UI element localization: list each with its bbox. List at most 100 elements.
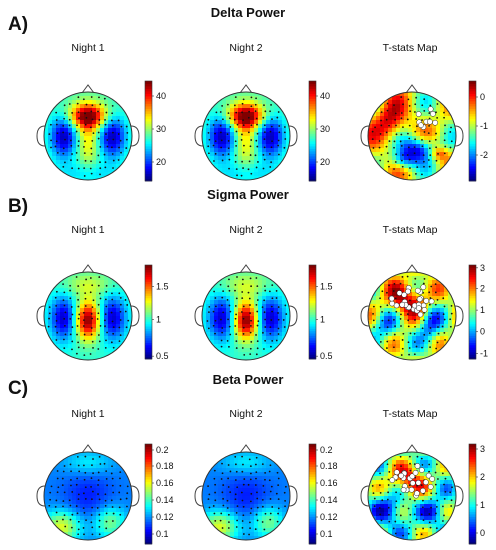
colorbar-tick-label: 0 — [480, 327, 485, 337]
significant-electrode-marker — [389, 477, 396, 483]
electrode-dot — [379, 333, 382, 336]
colorbar-gradient — [309, 81, 316, 182]
electrode-dot — [402, 103, 404, 106]
electrode-dot — [386, 304, 389, 307]
colorbar-tick-label: 0.1 — [156, 529, 169, 539]
colorbar-tick-label: 0.12 — [156, 512, 174, 522]
electrode-dot — [235, 511, 238, 514]
electrode-dot — [82, 284, 85, 286]
head-outline — [43, 271, 133, 361]
electrode-dot — [277, 327, 280, 330]
electrode-dot — [381, 319, 384, 322]
colorbar-frame — [144, 80, 153, 182]
electrode-dot — [99, 103, 102, 106]
electrode-dot — [62, 299, 65, 302]
electrode-dot — [249, 353, 252, 356]
electrode-dot — [416, 166, 419, 169]
colorbar-tick-label: 30 — [156, 124, 166, 134]
electrode-dot — [416, 125, 418, 128]
colorbar-tick-label: 1 — [156, 315, 161, 325]
electrode-dot — [62, 165, 65, 168]
electrode-dot — [91, 533, 94, 536]
electrode-dot — [243, 144, 245, 147]
electrode-dot — [415, 172, 417, 175]
electrode-dot — [92, 299, 95, 302]
electrode-dot — [400, 133, 403, 136]
electrode-dot — [392, 527, 395, 530]
electrode-dot — [212, 124, 215, 126]
electrode-dot — [423, 278, 426, 280]
electrode-dot — [105, 339, 107, 342]
electrode-dot — [268, 470, 271, 473]
electrode-dot — [82, 527, 85, 529]
electrode-dot — [395, 310, 398, 313]
electrode-dot — [124, 310, 127, 313]
electrode-dot — [275, 492, 278, 495]
electrode-dot — [256, 497, 259, 500]
electrode-dot — [443, 305, 446, 308]
electrode-dot — [229, 470, 232, 473]
electrode-dot — [222, 484, 225, 486]
electrode-dot — [228, 325, 231, 328]
electrode-dot — [235, 526, 238, 528]
electrode-dot — [103, 97, 106, 100]
electrode-dot — [429, 317, 432, 320]
electrode-dot — [443, 111, 445, 114]
electrode-dot — [97, 303, 100, 306]
electrode-dot — [84, 498, 87, 500]
electrode-dot — [112, 131, 114, 134]
colorbar-tick-label: 1 — [480, 500, 485, 510]
electrode-dot — [428, 463, 431, 466]
electrode-dot — [55, 319, 58, 322]
electrode-dot — [414, 283, 416, 286]
electrode-dot — [83, 319, 85, 322]
electrode-dot — [207, 118, 210, 121]
electrode-dot — [394, 532, 397, 535]
electrode-dot — [385, 333, 388, 335]
electrode-dot — [413, 152, 416, 155]
electrode-dot — [221, 331, 224, 334]
electrode-dot — [449, 325, 452, 328]
electrode-dot — [371, 485, 374, 487]
electrode-dot — [240, 491, 243, 494]
electrode-dot — [386, 463, 389, 466]
colorbar-tick-label: 0.2 — [156, 445, 169, 455]
electrode-dot — [61, 484, 64, 487]
electrode-dot — [234, 479, 237, 481]
electrode-dot — [249, 472, 252, 475]
electrode-dot — [119, 319, 122, 321]
electrode-dot — [408, 137, 411, 140]
electrode-dot — [451, 486, 453, 489]
electrode-dot — [242, 333, 245, 335]
electrode-dot — [97, 137, 100, 140]
electrode-dot — [212, 310, 215, 313]
electrode-dot — [270, 146, 273, 149]
electrode-dot — [226, 298, 229, 301]
electrode-dot — [421, 327, 424, 330]
electrode-dot — [263, 528, 266, 531]
electrode-dot — [248, 160, 251, 163]
right-ear-icon — [454, 485, 464, 507]
electrode-dot — [106, 484, 108, 487]
electrode-dot — [111, 520, 114, 522]
electrode-dot — [84, 123, 87, 126]
electrode-dot — [400, 117, 403, 120]
electrode-dot — [271, 339, 274, 342]
electrode-dot — [207, 327, 210, 330]
electrode-dot — [241, 520, 244, 522]
electrode-dot — [275, 290, 278, 292]
electrode-dot — [402, 332, 405, 335]
electrode-dot — [380, 119, 382, 122]
electrode-dot — [64, 333, 67, 336]
electrode-dot — [124, 299, 127, 301]
electrode-dot — [284, 138, 287, 140]
electrode-dot — [77, 533, 80, 536]
electrode-dot — [105, 520, 108, 523]
electrode-dot — [220, 339, 223, 342]
electrode-dot — [386, 152, 389, 155]
electrode-dot — [71, 513, 74, 516]
electrode-dot — [262, 153, 265, 156]
electrode-dot — [373, 326, 375, 328]
electrode-dot — [77, 498, 80, 501]
electrode-dot — [63, 117, 66, 120]
